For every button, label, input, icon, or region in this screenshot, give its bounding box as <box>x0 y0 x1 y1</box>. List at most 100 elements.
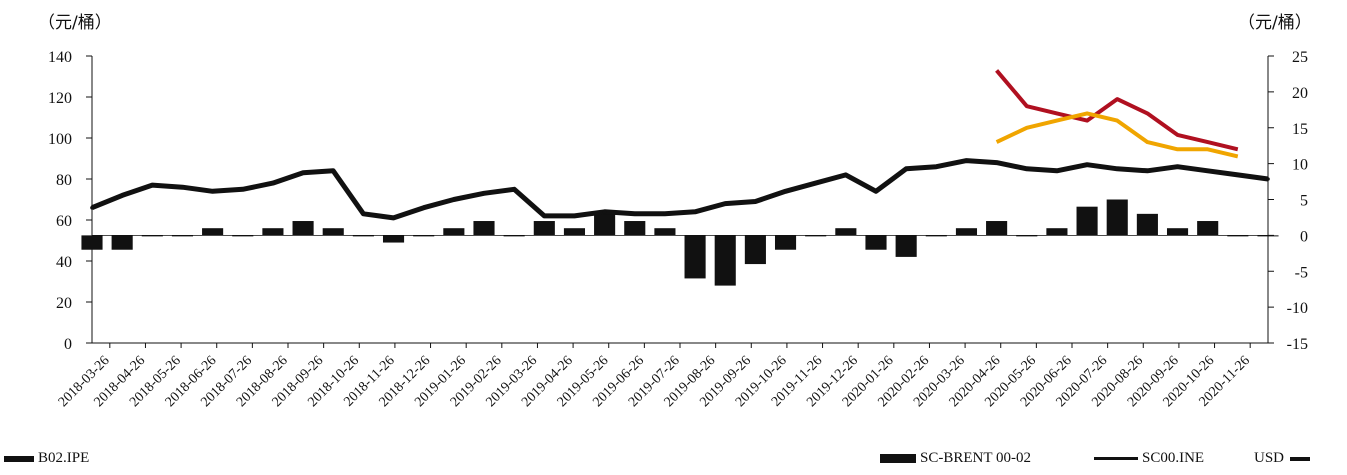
spread-bar <box>81 235 103 250</box>
legend-label: SC00.INE <box>1142 450 1205 466</box>
spread-bar <box>774 235 797 250</box>
spread-bar <box>594 213 616 236</box>
right-tick-label: -10 <box>1287 300 1308 317</box>
spread-bar <box>1016 235 1038 237</box>
spread-bar <box>232 235 254 237</box>
b02-ipe-point <box>904 166 908 171</box>
spread-bar <box>805 235 827 237</box>
b02-ipe-point <box>482 191 486 196</box>
b02-ipe-point <box>421 205 426 210</box>
b02-ipe-point <box>1024 166 1029 171</box>
b02-ipe-point <box>210 189 215 194</box>
spread-bar <box>503 235 525 237</box>
b02-ipe-line <box>91 158 1269 221</box>
spread-bar <box>654 228 676 236</box>
b02-ipe-point <box>271 181 275 185</box>
spread-bar <box>986 221 1008 236</box>
b02-ipe-point <box>783 189 788 194</box>
spread-bar <box>1197 221 1219 236</box>
spread-bar <box>1257 235 1279 237</box>
b02-ipe-point <box>753 199 758 204</box>
right-tick-label: 20 <box>1292 85 1308 102</box>
spread-bar <box>352 235 374 237</box>
b02-ipe-point <box>391 216 396 220</box>
axes: 0 20 40 60 80 100 120 140 -15 -10 -5 0 5 10 15 20 25 <box>48 49 1308 353</box>
b02-ipe-point <box>512 187 516 192</box>
spread-bar <box>473 221 495 236</box>
spread-bar <box>1136 213 1158 236</box>
b02-ipe-point <box>934 164 939 169</box>
b02-ipe-point <box>150 183 155 187</box>
legend-swatch <box>1290 456 1311 461</box>
b02-ipe-point <box>844 173 848 177</box>
spread-bar <box>322 228 344 236</box>
b02-ipe-point <box>331 169 336 173</box>
spread-bar <box>624 221 646 236</box>
spread-bar <box>262 228 284 236</box>
right-tick-label: 0 <box>1300 228 1308 245</box>
legend: B02.IPE SC-BRENT 00-02 SC00.INE USD <box>0 450 1347 472</box>
b02-ipe-point <box>813 181 818 185</box>
legend-item-usd: USD <box>1254 450 1314 467</box>
legend-label: B02.IPE <box>38 450 90 466</box>
legend-swatch <box>1094 457 1138 460</box>
spread-bar <box>443 228 465 236</box>
b02-ipe-point <box>542 214 547 218</box>
left-tick-label: 20 <box>56 295 72 312</box>
b02-ipe-point <box>301 171 305 175</box>
right-tick-label: 5 <box>1300 193 1308 210</box>
spread-bars <box>81 199 1279 286</box>
b02-ipe-point <box>180 185 185 189</box>
spread-bar <box>865 235 887 250</box>
chart-area: 0 20 40 60 80 100 120 140 -15 -10 -5 0 5 10 15 20 25 201… <box>48 49 1308 410</box>
usd-line <box>995 111 1239 159</box>
left-tick-label: 100 <box>48 131 72 148</box>
legend-swatch <box>880 454 916 463</box>
sc00-ine-line <box>995 69 1239 152</box>
b02-ipe-point <box>632 212 637 216</box>
spread-bar <box>141 235 163 237</box>
b02-ipe-point <box>1055 169 1059 173</box>
b02-ipe-point <box>663 212 667 216</box>
spread-bar <box>744 235 766 265</box>
spread-bar <box>835 228 857 236</box>
left-tick-label: 140 <box>48 49 72 66</box>
b02-ipe-point <box>1175 164 1180 169</box>
b02-ipe-point <box>240 187 245 192</box>
spread-bar <box>925 235 947 237</box>
x-tick-labels: 2018-03-262018-04-262018-05-262018-06-26… <box>56 353 1253 410</box>
b02-ipe-point <box>1266 177 1270 181</box>
spread-bar <box>563 228 586 236</box>
b02-ipe-point <box>120 193 124 198</box>
legend-label: SC-BRENT 00-02 <box>920 450 1031 466</box>
spread-bar <box>533 221 555 236</box>
legend-label: USD <box>1254 450 1285 466</box>
spread-bar <box>171 235 194 237</box>
series-lines <box>90 69 1270 221</box>
b02-ipe-point <box>602 210 607 214</box>
b02-ipe-point <box>1236 173 1240 177</box>
spread-bar <box>1166 228 1189 236</box>
spread-bar <box>895 235 917 257</box>
right-tick-label: -15 <box>1287 336 1308 353</box>
spread-bar <box>1227 235 1249 237</box>
b02-ipe-point <box>572 214 577 218</box>
right-tick-label: 15 <box>1292 121 1308 138</box>
right-tick-label: -5 <box>1295 264 1308 281</box>
right-tick-label: 25 <box>1292 49 1308 66</box>
spread-bar <box>1076 206 1098 236</box>
left-tick-label: 60 <box>56 213 72 230</box>
b02-ipe-point <box>874 189 878 194</box>
left-tick-label: 0 <box>64 336 72 353</box>
b02-ipe-point <box>693 210 697 214</box>
spread-bar <box>202 228 224 236</box>
spread-bar <box>1046 228 1068 236</box>
legend-item-spread: SC-BRENT 00-02 <box>880 450 1031 467</box>
spread-bar <box>955 228 978 236</box>
legend-item-b02: B02.IPE <box>4 450 89 467</box>
spread-bar <box>684 235 706 279</box>
b02-ipe-point <box>964 158 969 163</box>
spread-bar <box>413 235 435 237</box>
left-unit-label: （元/桶） <box>38 13 112 33</box>
left-tick-label: 40 <box>56 254 72 271</box>
